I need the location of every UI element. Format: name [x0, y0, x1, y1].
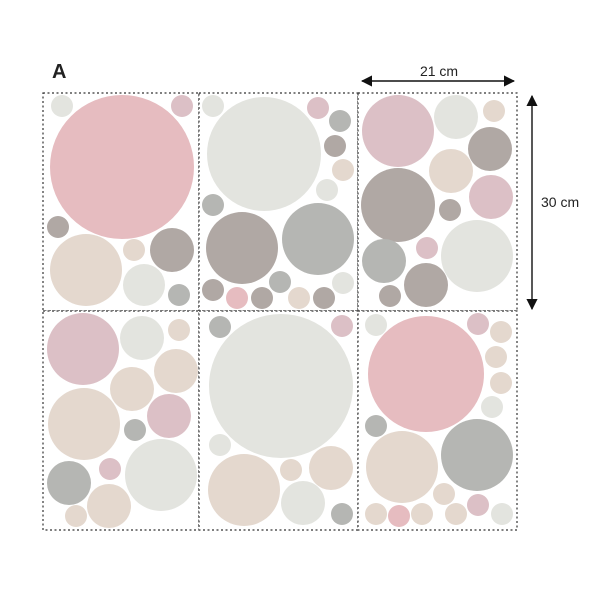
dot-sticker	[329, 110, 351, 132]
dot-sticker	[281, 481, 325, 525]
dot-sticker	[47, 313, 119, 385]
dot-sticker	[282, 203, 354, 275]
dot-sticker	[490, 321, 512, 343]
dot-sticker	[202, 194, 224, 216]
dot-sticker	[110, 367, 154, 411]
dot-sticker	[309, 446, 353, 490]
dot-sticker	[209, 316, 231, 338]
dot-sticker	[332, 272, 354, 294]
dot-sticker	[483, 100, 505, 122]
dot-sticker	[316, 179, 338, 201]
dot-sticker	[379, 285, 401, 307]
dot-sticker	[51, 95, 73, 117]
dot-sticker	[154, 349, 198, 393]
dot-sticker	[307, 97, 329, 119]
dot-sticker	[147, 394, 191, 438]
dot-sticker	[331, 503, 353, 525]
dot-sticker	[481, 396, 503, 418]
dot-sticker	[47, 461, 91, 505]
dot-sticker	[434, 95, 478, 139]
dot-sticker	[208, 454, 280, 526]
dot-sticker	[332, 159, 354, 181]
dot-sticker	[404, 263, 448, 307]
dot-sticker	[168, 284, 190, 306]
dot-sticker	[416, 237, 438, 259]
dot-sticker	[439, 199, 461, 221]
dot-sticker	[467, 313, 489, 335]
dot-sticker	[365, 503, 387, 525]
dot-sticker	[209, 434, 231, 456]
dot-sticker	[490, 372, 512, 394]
dot-sticker	[50, 234, 122, 306]
dot-sticker	[171, 95, 193, 117]
dot-sticker	[207, 97, 321, 211]
variant-label: A	[52, 61, 66, 83]
dot-sticker	[150, 228, 194, 272]
dot-sticker	[280, 459, 302, 481]
dot-sticker	[202, 279, 224, 301]
dot-sticker	[47, 216, 69, 238]
dot-sticker	[467, 494, 489, 516]
dot-sticker	[368, 316, 484, 432]
height-label: 30 cm	[541, 194, 579, 210]
dot-sticker	[361, 168, 435, 242]
dot-sticker	[324, 135, 346, 157]
dot-sticker	[366, 431, 438, 503]
dot-sticker	[226, 287, 248, 309]
dot-sticker	[429, 149, 473, 193]
dot-sticker	[365, 314, 387, 336]
dot-sticker	[123, 264, 165, 306]
dot-sticker	[87, 484, 131, 528]
dot-sticker	[388, 505, 410, 527]
dot-stickers	[47, 95, 513, 528]
dot-sticker	[125, 439, 197, 511]
dot-sticker	[168, 319, 190, 341]
dot-sticker	[362, 95, 434, 167]
dot-sticker	[99, 458, 121, 480]
dot-sticker	[202, 95, 224, 117]
dot-sticker	[209, 314, 353, 458]
dot-sticker	[65, 505, 87, 527]
dot-sticker	[485, 346, 507, 368]
dot-sticker	[120, 316, 164, 360]
dot-sticker	[411, 503, 433, 525]
dot-sticker	[433, 483, 455, 505]
dot-sticker	[441, 220, 513, 292]
dot-sticker	[123, 239, 145, 261]
dot-sticker	[441, 419, 513, 491]
dot-sticker	[331, 315, 353, 337]
dot-sticker	[124, 419, 146, 441]
dot-sticker	[206, 212, 278, 284]
dot-sticker	[365, 415, 387, 437]
dot-sticker	[251, 287, 273, 309]
dot-sticker	[468, 127, 512, 171]
dot-sticker	[362, 239, 406, 283]
dot-sticker	[269, 271, 291, 293]
dot-sticker	[491, 503, 513, 525]
dot-sticker	[50, 95, 194, 239]
dot-sticker	[288, 287, 310, 309]
width-label: 21 cm	[420, 63, 458, 79]
dot-sticker	[445, 503, 467, 525]
dot-sticker	[48, 388, 120, 460]
dot-sticker	[469, 175, 513, 219]
dot-sticker	[313, 287, 335, 309]
